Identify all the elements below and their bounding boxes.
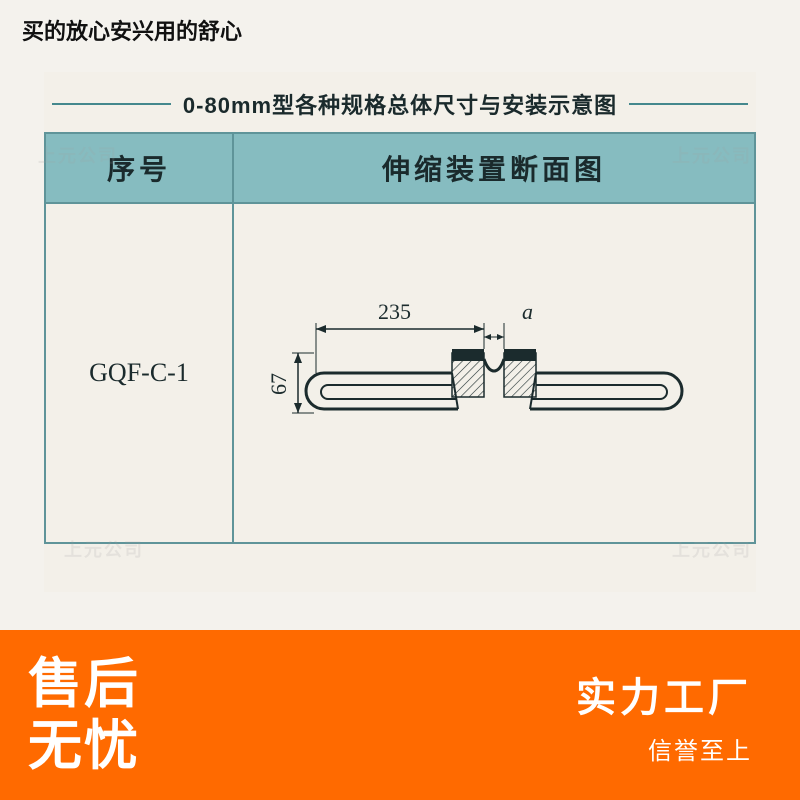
diagram-cell: 235 a 67 (233, 203, 755, 543)
footer-right: 实力工厂 信誉至上 (184, 665, 752, 766)
slogan-line1: 售后 (28, 653, 140, 715)
footer-banner: 售后 无忧 实力工厂 信誉至上 (0, 630, 800, 800)
footer-right-line1: 实力工厂 (184, 665, 752, 723)
expansion-joint-svg (284, 293, 704, 453)
col-header-index: 序号 (45, 133, 233, 203)
table-row: GQF-C-1 (45, 203, 755, 543)
footer-right-line2: 信誉至上 (184, 731, 752, 766)
sheet-title: 0-80mm型各种规格总体尺寸与安装示意图 (183, 88, 617, 120)
slogan-line2: 无忧 (28, 715, 140, 777)
table-header-row: 序号 伸缩装置断面图 (45, 133, 755, 203)
title-rule-right (629, 103, 748, 105)
dim-gap-label: a (522, 299, 533, 325)
cross-section-diagram: 235 a 67 (284, 293, 704, 453)
title-row: 0-80mm型各种规格总体尺寸与安装示意图 (44, 72, 756, 132)
row-label: GQF-C-1 (45, 203, 233, 543)
dim-width-label: 235 (378, 299, 411, 325)
dim-height-label: 67 (266, 373, 292, 395)
tagline-text: 买的放心安兴用的舒心 (22, 14, 242, 46)
spec-table: 序号 伸缩装置断面图 GQF-C-1 (44, 132, 756, 544)
col-header-diagram: 伸缩装置断面图 (233, 133, 755, 203)
title-rule-left (52, 103, 171, 105)
spec-sheet: 上元公司 上元公司 上元公司 上元公司 上元公司 0-80mm型各种规格总体尺寸… (44, 72, 756, 592)
footer-slogan: 售后 无忧 (28, 653, 140, 777)
